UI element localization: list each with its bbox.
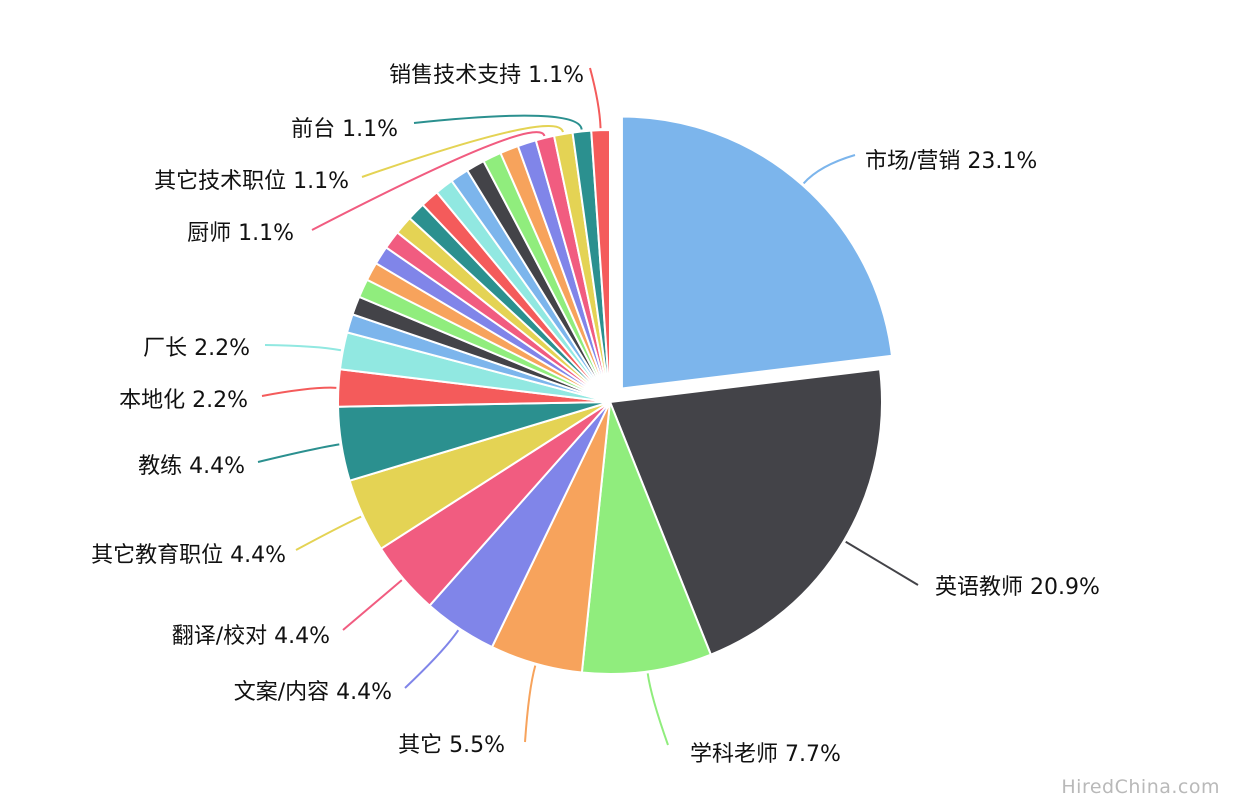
leader-line: [589, 67, 602, 129]
pie-slice-销售技术支持[interactable]: [590, 128, 611, 403]
leader-line: [845, 540, 919, 586]
leader-line: [264, 344, 342, 352]
data-label: 销售技术支持 1.1%: [389, 63, 584, 88]
leader-line: [404, 629, 460, 689]
data-label: 本地化 2.2%: [119, 388, 248, 413]
data-label: 文案/内容 4.4%: [234, 680, 392, 705]
data-label: 其它教育职位 4.4%: [91, 543, 286, 568]
leader-line: [802, 154, 856, 185]
pie-slice-市场/营销[interactable]: [620, 115, 894, 390]
leader-line: [413, 114, 583, 130]
data-label: 厨师 1.1%: [187, 221, 294, 246]
pie-slices: [337, 115, 894, 675]
leader-line: [261, 386, 337, 397]
data-label: 厂长 2.2%: [143, 336, 250, 361]
data-label: 市场/营销 23.1%: [865, 149, 1037, 174]
data-labels: 市场/营销 23.1% 英语教师 20.9% 学科老师 7.7% 其它 5.5% 文案/…: [91, 63, 1100, 767]
pie-slice-英语教师[interactable]: [608, 368, 883, 656]
data-label: 前台 1.1%: [291, 117, 398, 142]
watermark: HiredChina.com: [1061, 776, 1220, 798]
data-label: 翻译/校对 4.4%: [172, 624, 330, 649]
leader-line: [361, 125, 564, 178]
leader-line: [524, 665, 537, 743]
leader-line: [257, 443, 340, 463]
data-label: 其它 5.5%: [398, 733, 505, 758]
data-label: 其它技术职位 1.1%: [154, 169, 349, 194]
data-label: 教练 4.4%: [138, 454, 245, 479]
pie-slice-学科老师[interactable]: [580, 401, 713, 675]
leader-line: [342, 579, 403, 631]
data-label: 英语教师 20.9%: [935, 575, 1100, 600]
leader-line: [295, 515, 362, 551]
leader-line: [311, 131, 546, 231]
data-label: 学科老师 7.7%: [690, 742, 841, 767]
leader-lines: [257, 67, 919, 746]
leader-line: [646, 673, 669, 746]
